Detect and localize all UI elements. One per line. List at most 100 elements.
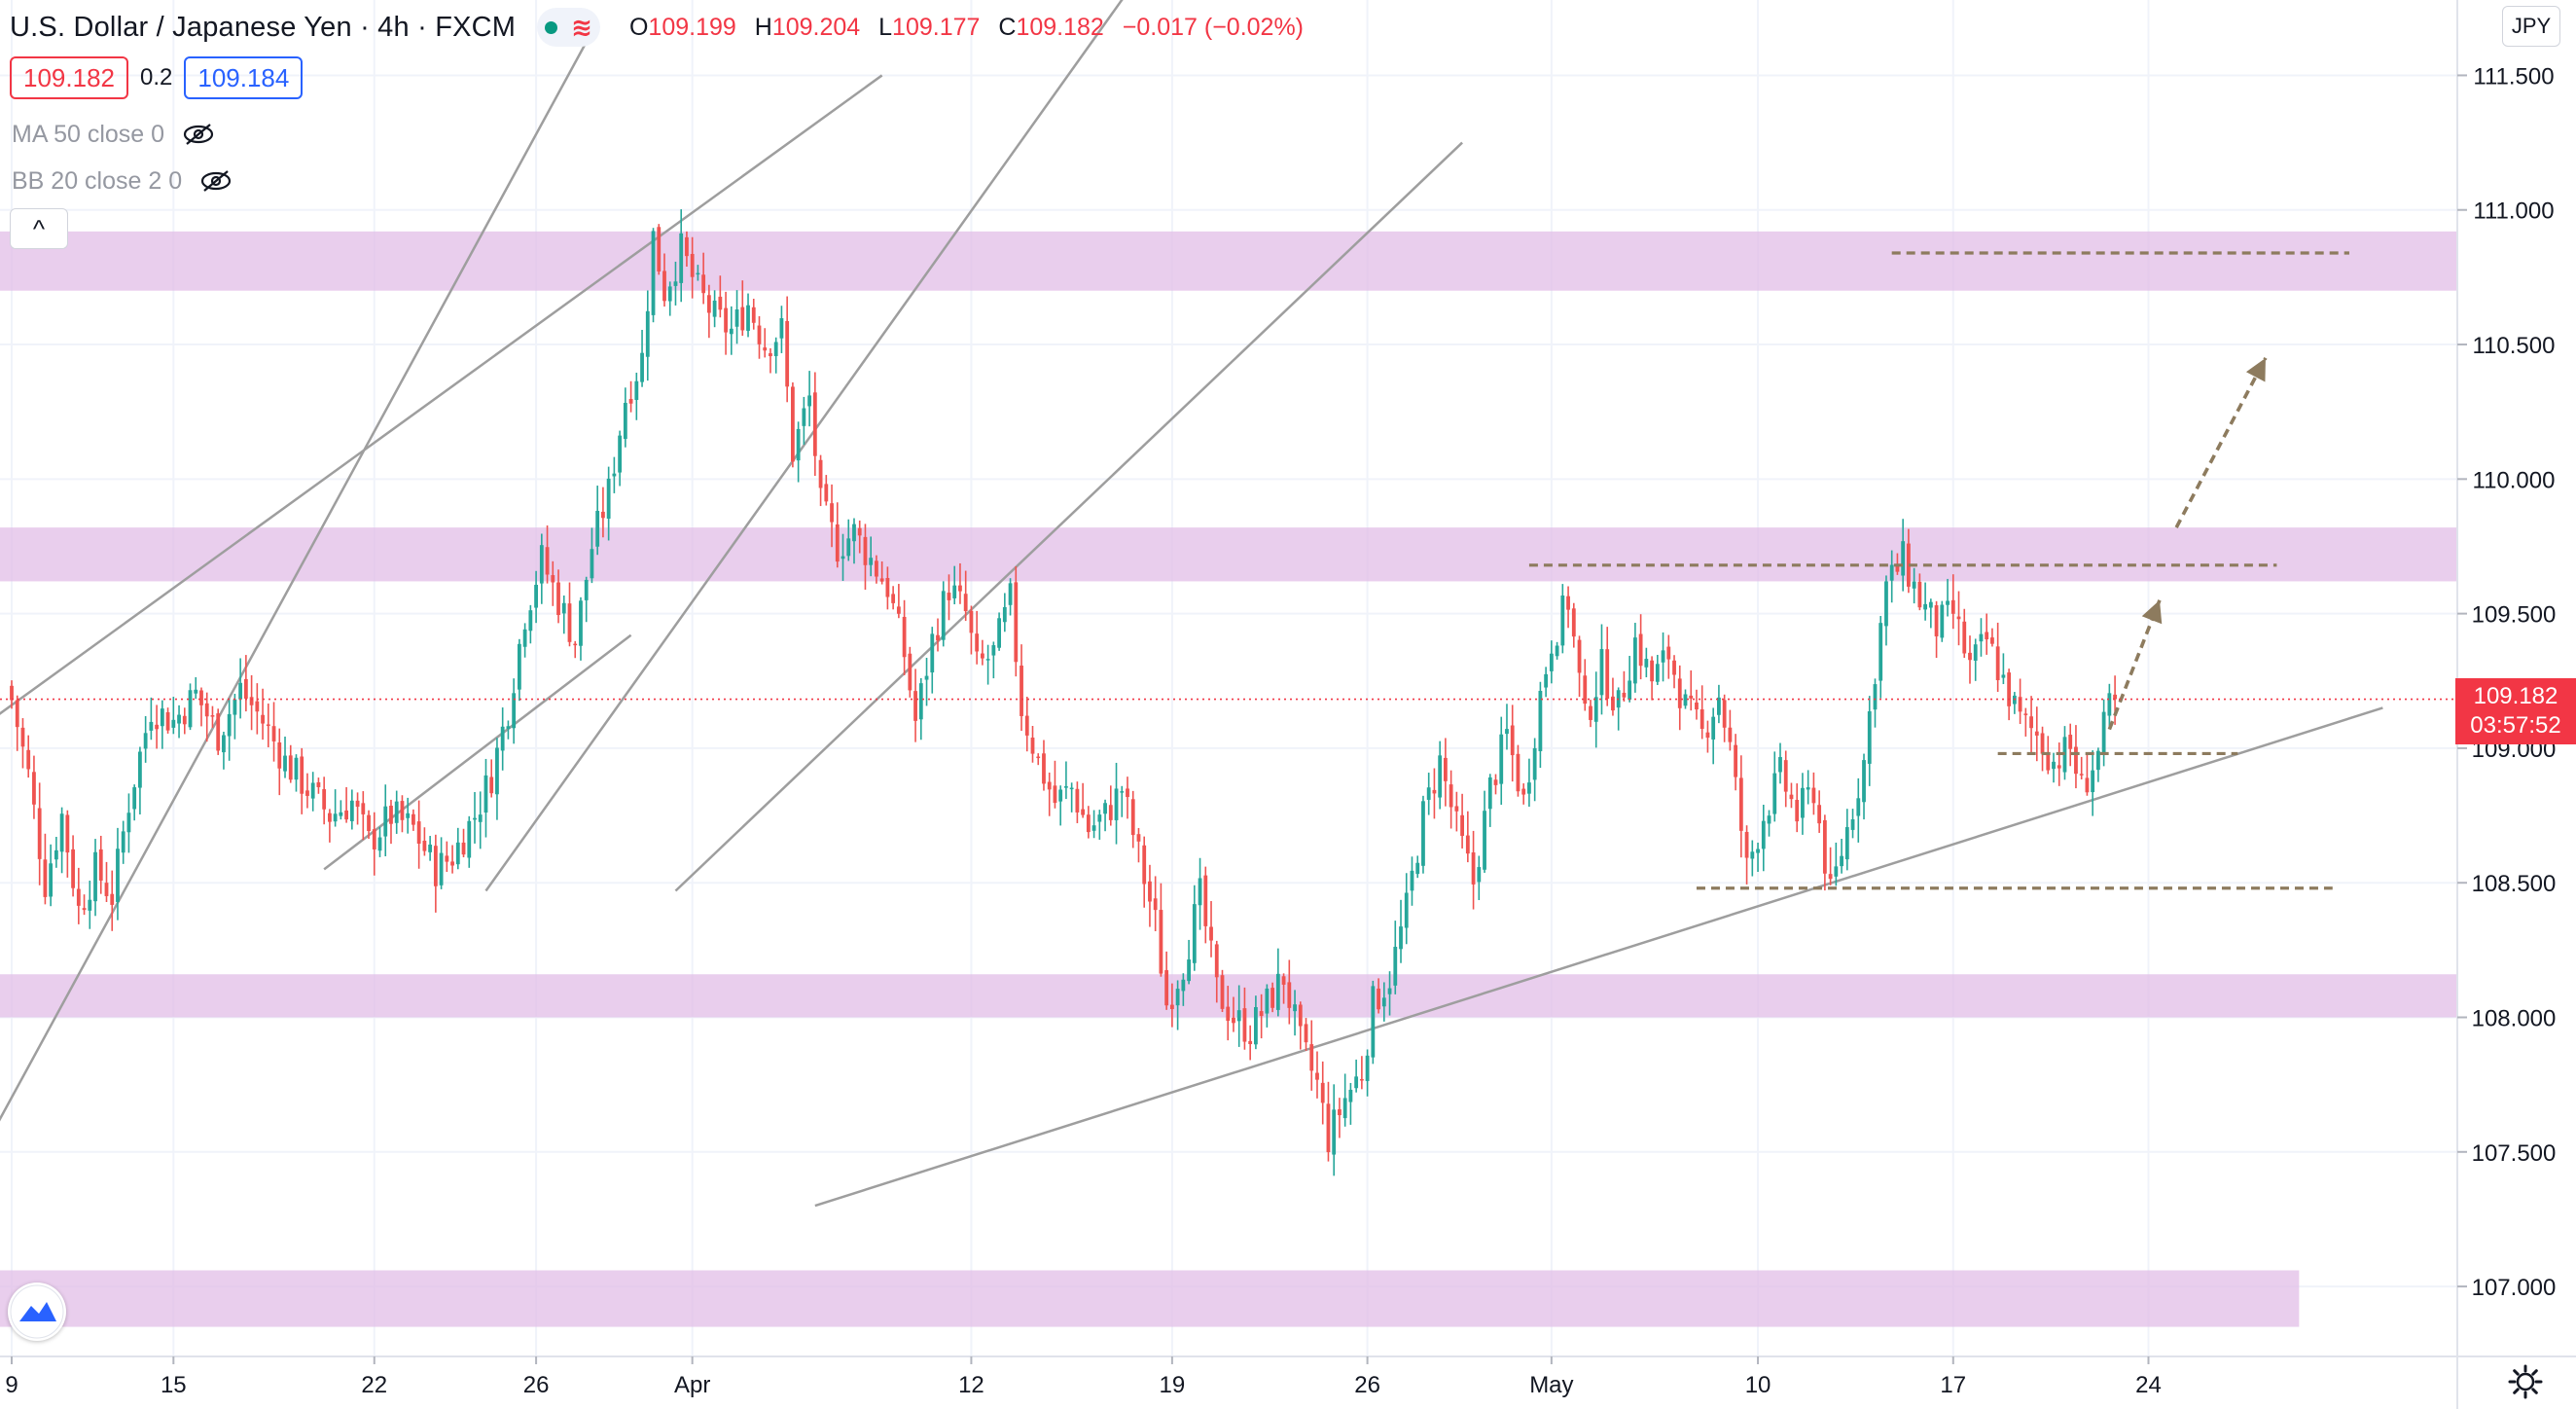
- candle-up: [160, 708, 164, 727]
- market-status[interactable]: ≋: [537, 8, 600, 47]
- candle-up: [1342, 1098, 1347, 1119]
- candle-down: [2113, 694, 2117, 700]
- candle-down: [316, 781, 321, 787]
- gear-icon[interactable]: [2506, 1362, 2545, 1401]
- candle-up: [478, 814, 483, 822]
- candle-down: [1377, 988, 1380, 1010]
- projection-arrowhead: [2245, 357, 2266, 382]
- candle-down: [1695, 702, 1699, 710]
- eye-off-icon[interactable]: [199, 168, 233, 194]
- candle-down: [1270, 988, 1275, 1008]
- candle-up: [2095, 750, 2100, 771]
- candle-up: [645, 310, 650, 357]
- candle-up: [238, 682, 243, 700]
- candle-down: [958, 585, 962, 592]
- high-value: 109.204: [771, 13, 861, 41]
- candle-up: [1599, 649, 1604, 696]
- candle-down: [936, 634, 940, 641]
- y-tick-label: 107.500: [2472, 1140, 2557, 1167]
- candle-down: [1136, 834, 1141, 842]
- candle-down: [450, 861, 454, 866]
- dashed-levels[interactable]: [1528, 251, 2349, 890]
- price-zone: [0, 527, 2457, 582]
- candle-down: [1359, 1078, 1364, 1081]
- candle-up: [394, 801, 399, 823]
- candle-down: [2023, 713, 2028, 715]
- candle-up: [918, 683, 923, 720]
- candle-up: [1555, 645, 1559, 657]
- candle-down: [1047, 781, 1052, 790]
- candle-up: [1750, 851, 1755, 859]
- tradingview-logo-icon[interactable]: [8, 1283, 66, 1341]
- candle-down: [1338, 1109, 1342, 1116]
- sell-button[interactable]: 109.182: [10, 56, 128, 99]
- candle-down: [1242, 1008, 1247, 1042]
- candle-up: [667, 286, 672, 302]
- x-tick-label: 24: [2135, 1372, 2162, 1398]
- indicator-bb[interactable]: BB 20 close 2 0: [12, 162, 233, 200]
- candle-up: [941, 591, 946, 640]
- buy-button[interactable]: 109.184: [184, 56, 304, 99]
- trendline: [484, 0, 1124, 892]
- candle-down: [1907, 543, 1911, 587]
- currency-button[interactable]: JPY: [2502, 6, 2560, 47]
- candle-down: [182, 715, 187, 725]
- x-tick-label: Apr: [674, 1372, 710, 1398]
- candle-up: [54, 849, 58, 860]
- candle-down: [2057, 765, 2061, 769]
- candle-down: [1460, 814, 1464, 836]
- projection-arrow: [2174, 357, 2268, 528]
- candle-down: [1817, 805, 1822, 824]
- candle-down: [1053, 785, 1057, 804]
- x-tick-label: 26: [1354, 1372, 1380, 1398]
- candle-up: [606, 478, 611, 519]
- candle-up: [222, 735, 226, 753]
- candle-down: [980, 653, 984, 659]
- candle-up: [1867, 711, 1872, 764]
- candle-down: [1164, 970, 1169, 1006]
- candle-up: [841, 556, 845, 560]
- candle-up: [188, 690, 193, 728]
- open-label: O: [628, 13, 649, 41]
- candle-up: [1912, 581, 1916, 589]
- candle-down: [1169, 1004, 1174, 1010]
- candle-down: [1326, 1103, 1331, 1153]
- candle-down: [1589, 705, 1592, 720]
- candle-up: [138, 751, 142, 788]
- candle-down: [913, 691, 917, 721]
- trendlines[interactable]: [0, 0, 2383, 1208]
- candle-up: [1438, 755, 1443, 798]
- candle-up: [1889, 564, 1894, 581]
- candle-down: [288, 755, 293, 780]
- candle-down: [416, 821, 421, 844]
- candle-up: [1265, 988, 1270, 1014]
- candle-up: [1632, 637, 1637, 684]
- candle-up: [1884, 581, 1888, 627]
- candle-down: [1811, 787, 1816, 804]
- candle-down: [1666, 646, 1671, 660]
- projection-arrows[interactable]: [2107, 357, 2268, 731]
- candle-up: [310, 782, 315, 799]
- x-tick-label: 12: [958, 1372, 984, 1398]
- candle-up: [455, 842, 460, 865]
- collapse-legend-button[interactable]: ^: [10, 208, 68, 249]
- symbol-title[interactable]: U.S. Dollar / Japanese Yen · 4h · FXCM: [10, 11, 517, 43]
- indicator-ma[interactable]: MA 50 close 0: [12, 115, 215, 154]
- candle-down: [657, 227, 662, 272]
- eye-off-icon[interactable]: [182, 122, 215, 147]
- candle-up: [1655, 664, 1660, 682]
- candle-down: [1650, 660, 1654, 682]
- candle-up: [1008, 583, 1013, 605]
- candle-down: [835, 524, 840, 562]
- candle-up: [1644, 659, 1649, 668]
- candle-down: [824, 484, 829, 502]
- candle-down: [327, 813, 332, 822]
- candle-down: [1962, 621, 1967, 654]
- candle-up: [1293, 1004, 1297, 1012]
- candle-up: [779, 318, 784, 339]
- candle-up: [1761, 820, 1766, 849]
- trendline: [674, 141, 1463, 892]
- chart-legend: U.S. Dollar / Japanese Yen · 4h · FXCM ≋…: [10, 6, 1315, 49]
- candle-down: [367, 814, 371, 831]
